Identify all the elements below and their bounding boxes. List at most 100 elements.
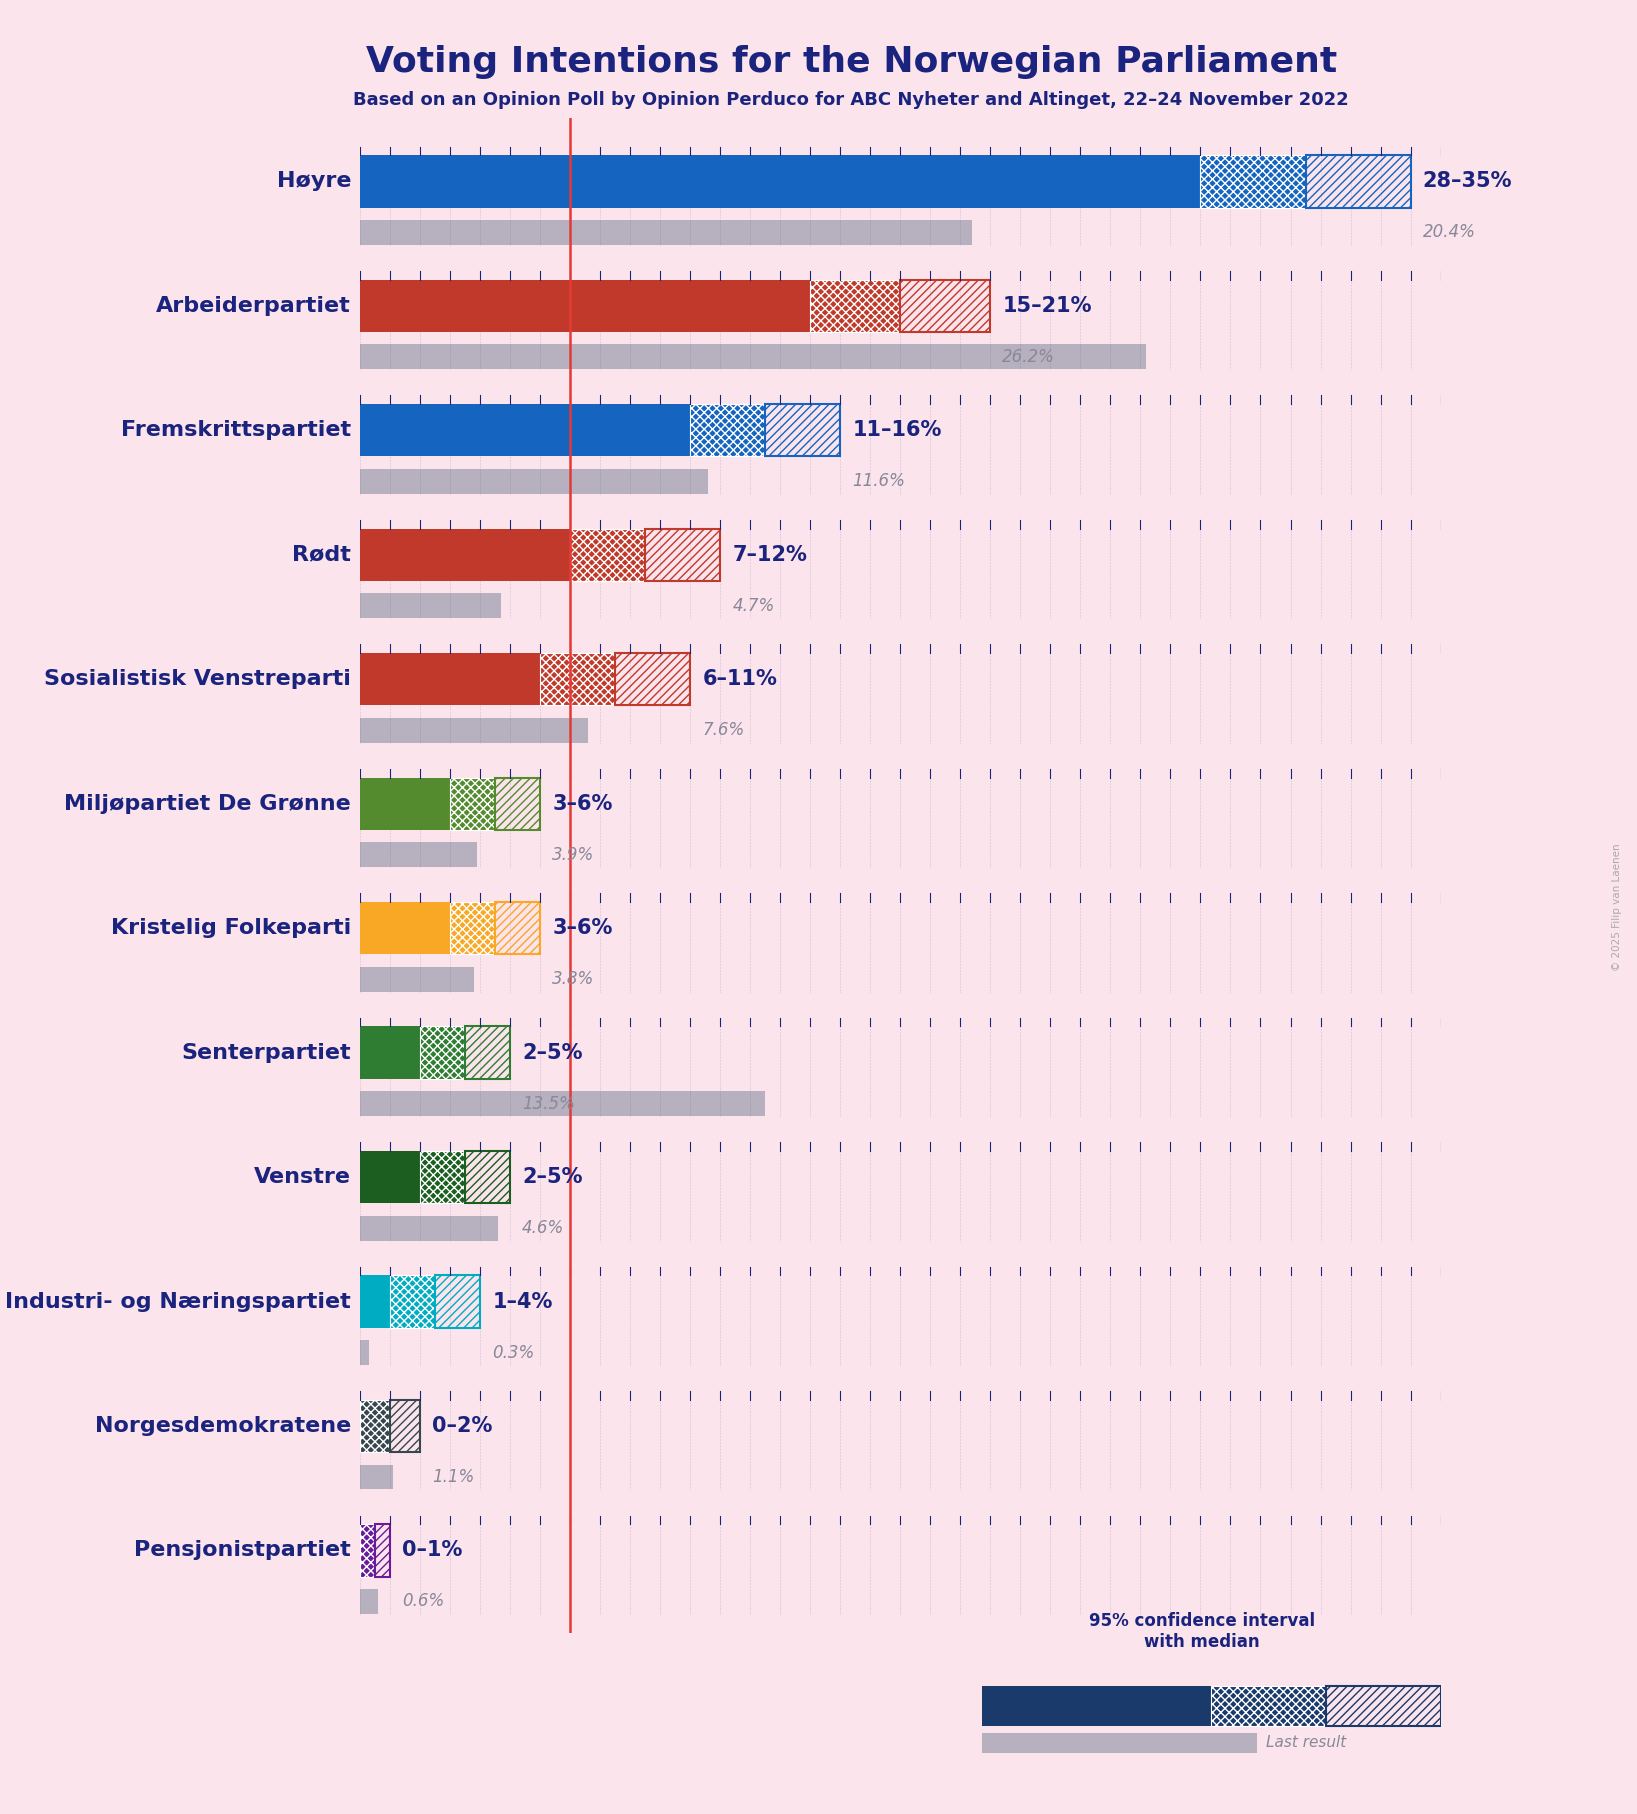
Bar	[360, 593, 501, 619]
Text: 7–12%: 7–12%	[732, 544, 807, 564]
Bar	[360, 1589, 378, 1614]
Bar	[360, 528, 570, 580]
Bar	[570, 528, 645, 580]
Bar	[450, 778, 494, 829]
Bar	[360, 1150, 421, 1203]
Bar	[435, 1275, 480, 1328]
Text: Industri- og Næringspartiet: Industri- og Næringspartiet	[5, 1292, 352, 1312]
Bar	[1326, 1687, 1441, 1727]
Bar	[360, 1092, 766, 1116]
Bar	[360, 1524, 375, 1576]
Bar	[360, 1464, 393, 1489]
Bar	[1200, 156, 1306, 207]
Text: Norgesdemokratene: Norgesdemokratene	[95, 1417, 352, 1437]
Text: 2–5%: 2–5%	[522, 1043, 583, 1063]
Text: Høyre: Høyre	[277, 171, 352, 192]
Bar	[390, 1275, 435, 1328]
Text: Miljøpartiet De Grønne: Miljøpartiet De Grønne	[64, 795, 352, 814]
Bar	[450, 778, 494, 829]
Bar	[540, 653, 616, 706]
Text: 0.3%: 0.3%	[493, 1344, 534, 1362]
Text: 3.9%: 3.9%	[552, 845, 594, 863]
Bar	[465, 1027, 511, 1079]
Bar	[421, 1150, 465, 1203]
Text: Rødt: Rødt	[293, 544, 352, 564]
Bar	[450, 902, 494, 954]
Bar	[982, 1687, 1211, 1727]
Text: 0–1%: 0–1%	[403, 1540, 463, 1560]
Text: 0–2%: 0–2%	[432, 1417, 493, 1437]
Text: 28–35%: 28–35%	[1423, 171, 1513, 192]
Bar	[465, 1150, 511, 1203]
Bar	[360, 345, 1146, 370]
Bar	[900, 279, 990, 332]
Bar	[360, 1400, 390, 1453]
Bar	[375, 1524, 390, 1576]
Text: Voting Intentions for the Norwegian Parliament: Voting Intentions for the Norwegian Parl…	[365, 45, 1337, 80]
Text: Sosialistisk Venstreparti: Sosialistisk Venstreparti	[44, 669, 352, 689]
Text: 95% confidence interval
with median: 95% confidence interval with median	[1089, 1613, 1315, 1651]
Text: 7.6%: 7.6%	[702, 722, 745, 740]
Text: 13.5%: 13.5%	[522, 1094, 575, 1112]
Text: 11–16%: 11–16%	[853, 421, 941, 441]
Text: 26.2%: 26.2%	[1002, 348, 1056, 366]
Bar	[1326, 1687, 1441, 1727]
Bar	[616, 653, 691, 706]
Bar	[360, 1027, 421, 1079]
Text: 3–6%: 3–6%	[552, 918, 612, 938]
Bar	[360, 468, 709, 493]
Bar	[465, 1150, 511, 1203]
Bar	[360, 842, 478, 867]
Bar	[570, 528, 645, 580]
Text: 3–6%: 3–6%	[552, 795, 612, 814]
Bar	[494, 902, 540, 954]
Bar	[421, 1027, 465, 1079]
Bar	[900, 279, 990, 332]
Bar	[1306, 156, 1411, 207]
Text: 20.4%: 20.4%	[1423, 223, 1475, 241]
Text: 15–21%: 15–21%	[1002, 296, 1092, 316]
Bar	[691, 405, 766, 457]
Text: Fremskrittspartiet: Fremskrittspartiet	[121, 421, 352, 441]
Text: 3.8%: 3.8%	[552, 970, 594, 989]
Text: 0.6%: 0.6%	[403, 1593, 444, 1611]
Bar	[616, 653, 691, 706]
Bar	[1211, 1687, 1326, 1727]
Bar	[360, 279, 810, 332]
Text: Kristelig Folkeparti: Kristelig Folkeparti	[111, 918, 352, 938]
Text: 11.6%: 11.6%	[853, 472, 905, 490]
Bar	[435, 1275, 480, 1328]
Bar	[645, 528, 720, 580]
Text: Last result: Last result	[1267, 1736, 1347, 1751]
Bar	[465, 1027, 511, 1079]
Bar	[810, 279, 900, 332]
Bar	[494, 902, 540, 954]
Text: Venstre: Venstre	[254, 1166, 352, 1186]
Bar	[766, 405, 840, 457]
Bar	[360, 405, 691, 457]
Text: 2–5%: 2–5%	[522, 1166, 583, 1186]
Bar	[450, 902, 494, 954]
Text: Arbeiderpartiet: Arbeiderpartiet	[157, 296, 352, 316]
Bar	[360, 1400, 390, 1453]
Bar	[360, 653, 540, 706]
Text: 1–4%: 1–4%	[493, 1292, 553, 1312]
Bar	[360, 967, 475, 992]
Bar	[360, 902, 450, 954]
Bar	[375, 1524, 390, 1576]
Bar	[766, 405, 840, 457]
Bar	[494, 778, 540, 829]
Bar	[360, 718, 588, 742]
Bar	[421, 1027, 465, 1079]
Bar	[691, 405, 766, 457]
Text: 1.1%: 1.1%	[432, 1468, 475, 1486]
Bar	[421, 1150, 465, 1203]
Bar	[1306, 156, 1411, 207]
Bar	[360, 1215, 498, 1241]
Bar	[494, 778, 540, 829]
Text: 4.6%: 4.6%	[522, 1219, 565, 1237]
Bar	[360, 1524, 375, 1576]
Bar	[360, 1341, 368, 1364]
Bar	[390, 1400, 421, 1453]
Bar	[360, 1275, 390, 1328]
